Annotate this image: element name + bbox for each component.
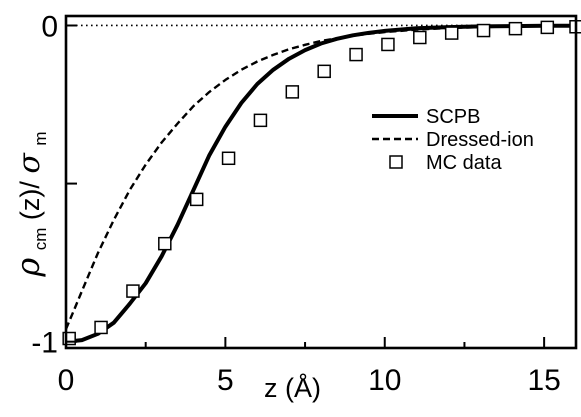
x-tick-label: 5 (217, 364, 234, 397)
mc-data-point (254, 114, 266, 126)
mc-data-point (446, 27, 458, 39)
y-title-rho-sub: cm (31, 228, 50, 251)
mc-data-point (478, 25, 490, 37)
legend-label-scpb: SCPB (426, 106, 480, 128)
mc-data-point (541, 21, 553, 33)
mc-data-point (191, 193, 203, 205)
x-tick-label: 10 (368, 364, 401, 397)
y-title-rho: ρ (9, 258, 47, 278)
mc-data-point (159, 238, 171, 250)
mc-data-point (127, 285, 139, 297)
legend-label-dressed-ion: Dressed-ion (426, 129, 534, 151)
mc-data-point (382, 38, 394, 50)
y-tick-label: -1 (31, 327, 58, 360)
x-tick-label: 15 (527, 364, 560, 397)
mc-data-point (318, 65, 330, 77)
y-title-mid: (z)/ (15, 181, 45, 220)
legend-label-mc-data: MC data (426, 152, 502, 174)
mc-data-point (509, 23, 521, 35)
mc-data-point (223, 152, 235, 164)
ticks-layer: 0 5 10 15-10 (31, 10, 561, 397)
legend-marker-mc-data (390, 156, 402, 168)
mc-data-point (350, 49, 362, 61)
y-title-sigma-sub: m (31, 131, 50, 145)
x-tick-label: 0 (58, 364, 75, 397)
mc-data-point (95, 321, 107, 333)
mc-data-point (414, 32, 426, 44)
series-layer (63, 21, 581, 345)
y-tick-label: 0 (41, 10, 58, 43)
x-axis-title: z (Å) (264, 372, 321, 403)
y-axis-title: ρ cm (z)/ σ m (9, 131, 52, 277)
mc-data-point (286, 86, 298, 98)
y-title-sigma: σ (12, 152, 47, 174)
